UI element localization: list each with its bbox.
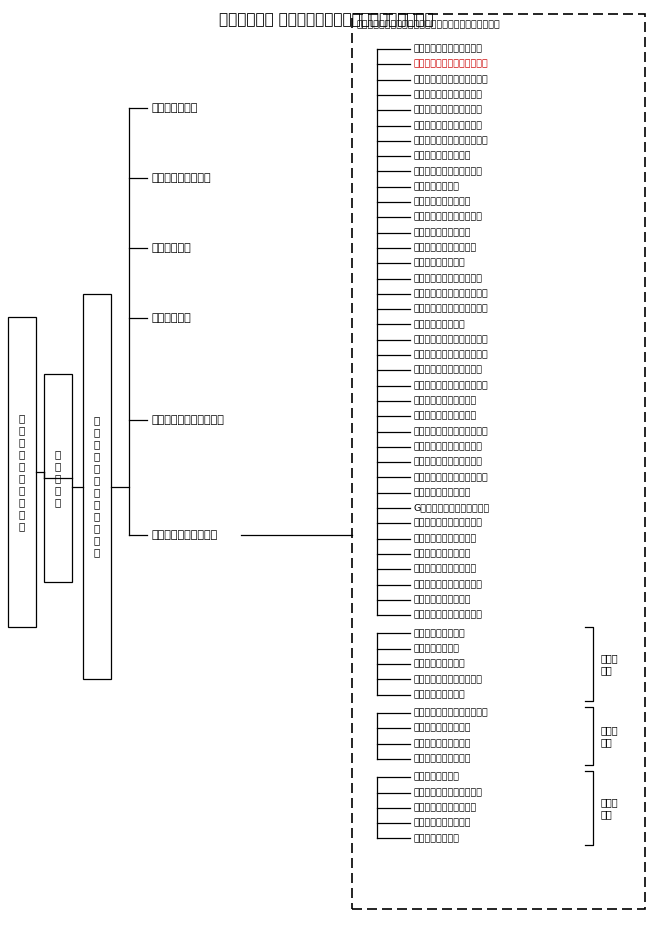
Text: 植物膜輸送専門委員会: 植物膜輸送専門委員会 <box>414 489 471 497</box>
Text: 遺伝情報デコード専門委員会: 遺伝情報デコード専門委員会 <box>414 473 488 482</box>
Text: 強磁場スピン科学専門委員会: 強磁場スピン科学専門委員会 <box>414 136 488 146</box>
Text: 理工系委員会: 理工系委員会 <box>151 243 191 253</box>
Text: ヒッグス超対称性専門委員会: ヒッグス超対称性専門委員会 <box>414 60 488 69</box>
Text: 合同で
開催: 合同で 開催 <box>601 653 618 675</box>
Text: ナノ機能元素専門委員会: ナノ機能元素専門委員会 <box>414 397 477 405</box>
Text: 膜輸送複合体専門委員会: 膜輸送複合体専門委員会 <box>414 534 477 543</box>
Text: 日本の技術革新専門委員会: 日本の技術革新専門委員会 <box>414 167 483 176</box>
Text: 人文・社会系委員会: 人文・社会系委員会 <box>151 173 211 183</box>
Text: 細胞外環境専門委員会: 細胞外環境専門委員会 <box>414 550 471 558</box>
Text: 特定領域研究委員会（平成１９年度に審査を行うもの）: 特定領域研究委員会（平成１９年度に審査を行うもの） <box>357 20 501 29</box>
Text: スピン流専門委員会: スピン流専門委員会 <box>414 320 466 329</box>
Text: 核融合トリチウム専門委員会: 核融合トリチウム専門委員会 <box>414 427 488 436</box>
Text: 分子脳科学専門委員会: 分子脳科学専門委員会 <box>414 819 471 828</box>
Text: 複合領域委員会: 複合領域委員会 <box>151 103 197 113</box>
Text: 染色体サイクル専門委員会: 染色体サイクル専門委員会 <box>414 519 483 527</box>
Text: フラストレート系専門委員会: フラストレート系専門委員会 <box>414 381 488 390</box>
Text: ダークエネルギー専門委員会: ダークエネルギー専門委員会 <box>414 289 488 298</box>
Text: 生命システム情報専門委員会: 生命システム情報専門委員会 <box>414 708 488 717</box>
Text: 燃焼プラズマ計測専門委員会: 燃焼プラズマ計測専門委員会 <box>414 75 488 84</box>
Text: イオン液体専門委員会: イオン液体専門委員会 <box>414 152 471 160</box>
Text: 植物メリステム専門委員会: 植物メリステム専門委員会 <box>414 611 483 619</box>
Text: 病態脳専門委員会: 病態脳専門委員会 <box>414 834 460 843</box>
Bar <box>8 317 36 627</box>
Text: ストレンジネス専門委員会: ストレンジネス専門委員会 <box>414 106 483 115</box>
Text: 生体超分子構造専門委員会: 生体超分子構造専門委員会 <box>414 458 483 466</box>
Bar <box>44 374 72 582</box>
Text: ナノチューブ専門委員会: ナノチューブ専門委員会 <box>414 412 477 421</box>
Text: 協奏機能触媒専門委員会: 協奏機能触媒専門委員会 <box>414 244 477 252</box>
Text: 分子理論専門委員会: 分子理論専門委員会 <box>414 259 466 268</box>
Text: がん特性専門委員会: がん特性専門委員会 <box>414 659 466 668</box>
Text: 合同で
開催: 合同で 開催 <box>601 796 618 819</box>
Text: G蛋白質シグナル専門委員会: G蛋白質シグナル専門委員会 <box>414 503 490 513</box>
Text: バイオ操作専門委員会: バイオ操作専門委員会 <box>414 197 471 207</box>
Text: 光・分子強結合場専門委員会: 光・分子強結合場専門委員会 <box>414 336 488 344</box>
Text: 新量子相の物理専門委員会: 新量子相の物理専門委員会 <box>414 121 483 130</box>
Bar <box>352 14 645 909</box>
Text: 比較ゲノム専門委員会: 比較ゲノム専門委員会 <box>414 724 471 733</box>
Text: 研究成果公開発表委員会: 研究成果公開発表委員会 <box>151 415 224 425</box>
Text: 高次系分子科学専門委員会: 高次系分子科学専門委員会 <box>414 442 483 451</box>
Text: 学
術
分
科
会: 学 術 分 科 会 <box>55 449 61 507</box>
Text: 元素相乗系専門委員会: 元素相乗系専門委員会 <box>414 228 471 237</box>
Text: 合同で
開催: 合同で 開催 <box>601 725 618 747</box>
Text: 科
学
技
術
・
学
術
審
議
会: 科 学 技 術 ・ 学 術 審 議 会 <box>19 413 25 531</box>
Text: 応用ゲノム専門委員会: 応用ゲノム専門委員会 <box>414 739 471 748</box>
Text: ユビキタス戦略専門委員会: ユビキタス戦略専門委員会 <box>414 366 483 375</box>
Text: 発がん専門委員会: 発がん専門委員会 <box>414 644 460 654</box>
Text: 統合脳専門委員会: 統合脳専門委員会 <box>414 773 460 781</box>
Text: フォトクロミズム専門委員会: フォトクロミズム専門委員会 <box>414 350 488 360</box>
Text: 統合がん専門委員会: 統合がん専門委員会 <box>414 629 466 638</box>
Text: 免疫系自己専門委員会: 免疫系自己専門委員会 <box>414 595 471 604</box>
Text: 研究課題提案型委員会: 研究課題提案型委員会 <box>151 530 217 540</box>
Text: がん治療専門委員会: がん治療専門委員会 <box>414 691 466 699</box>
Text: 脳の高次機能学専門委員会: 脳の高次機能学専門委員会 <box>414 788 483 797</box>
Text: タンパク質社会専門委員会: タンパク質社会専門委員会 <box>414 580 483 589</box>
Text: 移動知専門委員会: 移動知専門委員会 <box>414 183 460 191</box>
Text: ガンマ線バースト専門委員会: ガンマ線バースト専門委員会 <box>414 305 488 313</box>
Text: ポストスケール専門委員会: ポストスケール専門委員会 <box>414 213 483 222</box>
Text: 生物系委員会: 生物系委員会 <box>151 313 191 323</box>
Text: 平成２０年度 科学研究費補助金審査部会（機構図）: 平成２０年度 科学研究費補助金審査部会（機構図） <box>219 12 434 27</box>
Text: 神経回路機能専門委員会: 神経回路機能専門委員会 <box>414 804 477 812</box>
Text: セム系部族社会専門委員会: セム系部族社会専門委員会 <box>414 44 483 54</box>
Text: 基盤ゲノム専門委員会: 基盤ゲノム専門委員会 <box>414 755 471 764</box>
Text: 細胞増殖制御専門委員会: 細胞増殖制御専門委員会 <box>414 565 477 574</box>
Text: 科
学
研
究
費
補
助
金
審
査
部
会: 科 学 研 究 費 補 助 金 審 査 部 会 <box>94 415 100 557</box>
Bar <box>83 294 111 679</box>
Text: ナノリンク分子専門委員会: ナノリンク分子専門委員会 <box>414 91 483 99</box>
Text: フレーバー物理専門委員会: フレーバー物理専門委員会 <box>414 274 483 283</box>
Text: がん診断と疫学専門委員会: がん診断と疫学専門委員会 <box>414 675 483 684</box>
